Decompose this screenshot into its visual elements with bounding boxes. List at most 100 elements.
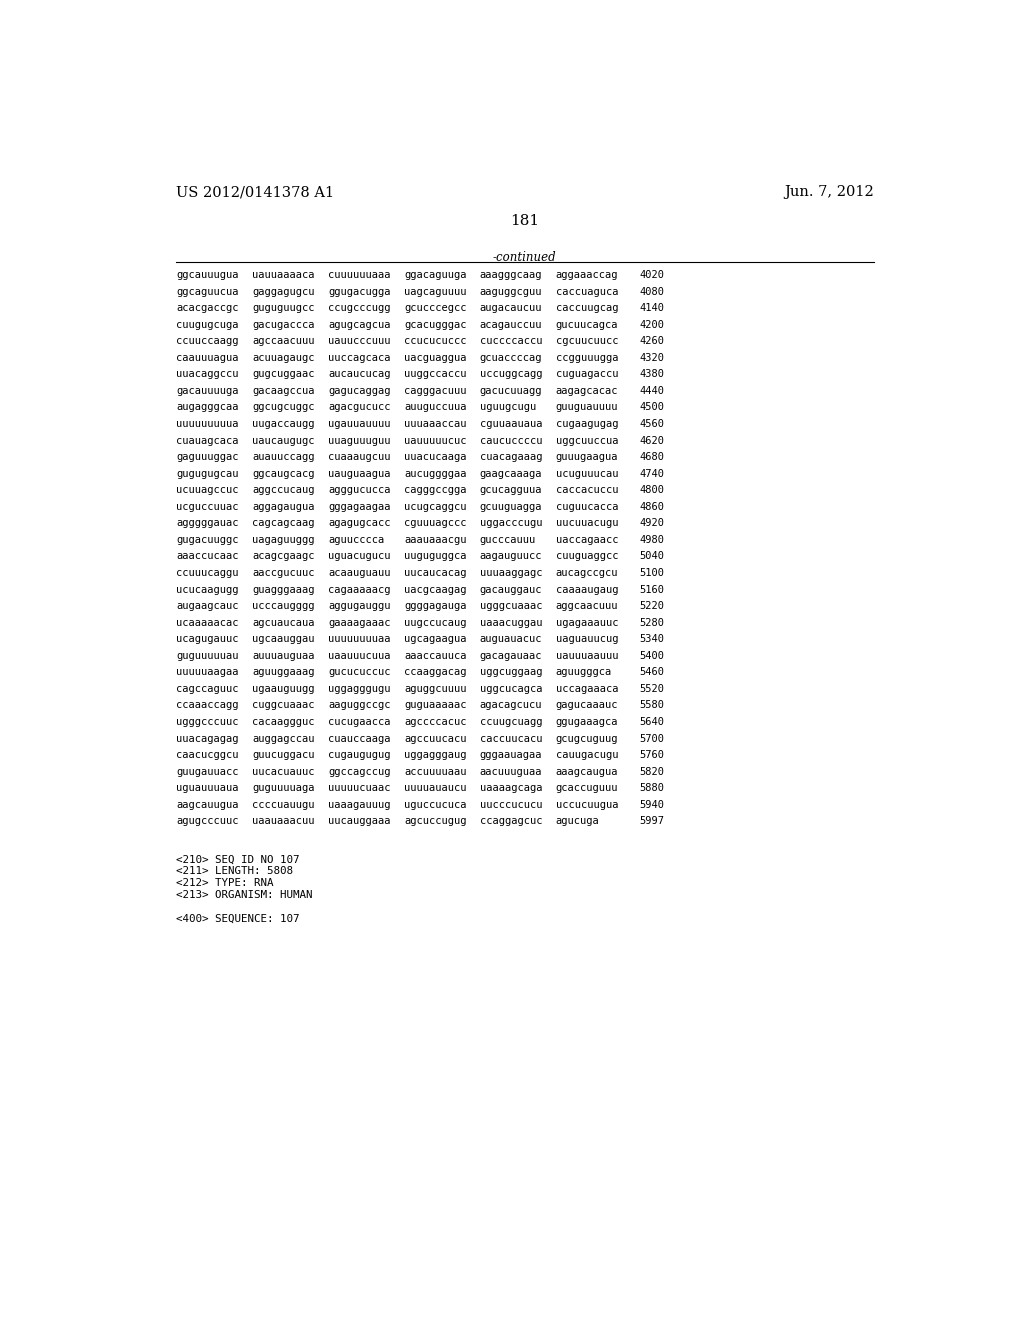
- Text: uggagggugu: uggagggugu: [328, 684, 390, 694]
- Text: gaaaagaaac: gaaaagaaac: [328, 618, 390, 628]
- Text: uuuuuaagaa: uuuuuaagaa: [176, 668, 239, 677]
- Text: agggucucca: agggucucca: [328, 486, 390, 495]
- Text: agccaacuuu: agccaacuuu: [252, 337, 314, 346]
- Text: uccagaaaca: uccagaaaca: [556, 684, 618, 694]
- Text: 4500: 4500: [640, 403, 665, 412]
- Text: gacucuuagg: gacucuuagg: [480, 385, 543, 396]
- Text: acaauguauu: acaauguauu: [328, 568, 390, 578]
- Text: 5400: 5400: [640, 651, 665, 661]
- Text: <211> LENGTH: 5808: <211> LENGTH: 5808: [176, 866, 293, 876]
- Text: ucucaagugg: ucucaagugg: [176, 585, 239, 594]
- Text: ugggcccuuc: ugggcccuuc: [176, 717, 239, 727]
- Text: aggccucaug: aggccucaug: [252, 486, 314, 495]
- Text: 5640: 5640: [640, 717, 665, 727]
- Text: aucaucucag: aucaucucag: [328, 370, 390, 379]
- Text: cugaugugug: cugaugugug: [328, 750, 390, 760]
- Text: cuguucacca: cuguucacca: [556, 502, 618, 512]
- Text: augacaucuu: augacaucuu: [480, 304, 543, 313]
- Text: guuugaagua: guuugaagua: [556, 453, 618, 462]
- Text: ccucucuccc: ccucucuccc: [403, 337, 466, 346]
- Text: uacguaggua: uacguaggua: [403, 352, 466, 363]
- Text: cagaaaaacg: cagaaaaacg: [328, 585, 390, 594]
- Text: ucugcaggcu: ucugcaggcu: [403, 502, 466, 512]
- Text: cagggacuuu: cagggacuuu: [403, 385, 466, 396]
- Text: agcuaucaua: agcuaucaua: [252, 618, 314, 628]
- Text: agccuucacu: agccuucacu: [403, 734, 466, 743]
- Text: gacaagccua: gacaagccua: [252, 385, 314, 396]
- Text: 5760: 5760: [640, 750, 665, 760]
- Text: ggccagccug: ggccagccug: [328, 767, 390, 776]
- Text: cagccaguuc: cagccaguuc: [176, 684, 239, 694]
- Text: ccaggagcuc: ccaggagcuc: [480, 816, 543, 826]
- Text: gcuuguagga: gcuuguagga: [480, 502, 543, 512]
- Text: ugauuauuuu: ugauuauuuu: [328, 418, 390, 429]
- Text: gcuaccccag: gcuaccccag: [480, 352, 543, 363]
- Text: uucuuacugu: uucuuacugu: [556, 519, 618, 528]
- Text: acagauccuu: acagauccuu: [480, 319, 543, 330]
- Text: augaagcauc: augaagcauc: [176, 601, 239, 611]
- Text: guuguauuuu: guuguauuuu: [556, 403, 618, 412]
- Text: gcacugggac: gcacugggac: [403, 319, 466, 330]
- Text: uuguguggca: uuguguggca: [403, 552, 466, 561]
- Text: ggggagauga: ggggagauga: [403, 601, 466, 611]
- Text: ucccaugggg: ucccaugggg: [252, 601, 314, 611]
- Text: uggacccugu: uggacccugu: [480, 519, 543, 528]
- Text: gacugaccca: gacugaccca: [252, 319, 314, 330]
- Text: cuggcuaaac: cuggcuaaac: [252, 701, 314, 710]
- Text: <400> SEQUENCE: 107: <400> SEQUENCE: 107: [176, 915, 300, 924]
- Text: aucuggggaa: aucuggggaa: [403, 469, 466, 479]
- Text: ugaauguugg: ugaauguugg: [252, 684, 314, 694]
- Text: 5040: 5040: [640, 552, 665, 561]
- Text: guucuggacu: guucuggacu: [252, 750, 314, 760]
- Text: uucaucacag: uucaucacag: [403, 568, 466, 578]
- Text: aggugauggu: aggugauggu: [328, 601, 390, 611]
- Text: ucagugauuc: ucagugauuc: [176, 635, 239, 644]
- Text: aaguggcguu: aaguggcguu: [480, 286, 543, 297]
- Text: <213> ORGANISM: HUMAN: <213> ORGANISM: HUMAN: [176, 890, 312, 900]
- Text: uagcaguuuu: uagcaguuuu: [403, 286, 466, 297]
- Text: ggacaguuga: ggacaguuga: [403, 271, 466, 280]
- Text: gaguuuggac: gaguuuggac: [176, 453, 239, 462]
- Text: 4020: 4020: [640, 271, 665, 280]
- Text: 5880: 5880: [640, 783, 665, 793]
- Text: agugcagcua: agugcagcua: [328, 319, 390, 330]
- Text: gucucuccuc: gucucuccuc: [328, 668, 390, 677]
- Text: cugaagugag: cugaagugag: [556, 418, 618, 429]
- Text: uauguaagua: uauguaagua: [328, 469, 390, 479]
- Text: caauuuagua: caauuuagua: [176, 352, 239, 363]
- Text: guguuuuuau: guguuuuuau: [176, 651, 239, 661]
- Text: gcucccegcc: gcucccegcc: [403, 304, 466, 313]
- Text: cuacagaaag: cuacagaaag: [480, 453, 543, 462]
- Text: guguuuuaga: guguuuuaga: [252, 783, 314, 793]
- Text: ccccuauugu: ccccuauugu: [252, 800, 314, 809]
- Text: aggaaaccag: aggaaaccag: [556, 271, 618, 280]
- Text: uguugcugu: uguugcugu: [480, 403, 537, 412]
- Text: cuguagaccu: cuguagaccu: [556, 370, 618, 379]
- Text: ggcaugcacg: ggcaugcacg: [252, 469, 314, 479]
- Text: ccugcccugg: ccugcccugg: [328, 304, 390, 313]
- Text: 5520: 5520: [640, 684, 665, 694]
- Text: caccuucacu: caccuucacu: [480, 734, 543, 743]
- Text: uccuggcagg: uccuggcagg: [480, 370, 543, 379]
- Text: agccccacuc: agccccacuc: [403, 717, 466, 727]
- Text: gacauuuuga: gacauuuuga: [176, 385, 239, 396]
- Text: uuuuuuuuua: uuuuuuuuua: [176, 418, 239, 429]
- Text: guguguugcc: guguguugcc: [252, 304, 314, 313]
- Text: guguaaaaac: guguaaaaac: [403, 701, 466, 710]
- Text: uaauuucuua: uaauuucuua: [328, 651, 390, 661]
- Text: ccuugcuagg: ccuugcuagg: [480, 717, 543, 727]
- Text: uauuaaaaca: uauuaaaaca: [252, 271, 314, 280]
- Text: aggagaugua: aggagaugua: [252, 502, 314, 512]
- Text: ccgguuugga: ccgguuugga: [556, 352, 618, 363]
- Text: cuauagcaca: cuauagcaca: [176, 436, 239, 446]
- Text: aggcaacuuu: aggcaacuuu: [556, 601, 618, 611]
- Text: uuuuauaucu: uuuuauaucu: [403, 783, 466, 793]
- Text: agugcccuuc: agugcccuuc: [176, 816, 239, 826]
- Text: 4680: 4680: [640, 453, 665, 462]
- Text: caccuaguca: caccuaguca: [556, 286, 618, 297]
- Text: uaaacuggau: uaaacuggau: [480, 618, 543, 628]
- Text: gagucaaauc: gagucaaauc: [556, 701, 618, 710]
- Text: uuuaaaccau: uuuaaaccau: [403, 418, 466, 429]
- Text: uucccucucu: uucccucucu: [480, 800, 543, 809]
- Text: 4620: 4620: [640, 436, 665, 446]
